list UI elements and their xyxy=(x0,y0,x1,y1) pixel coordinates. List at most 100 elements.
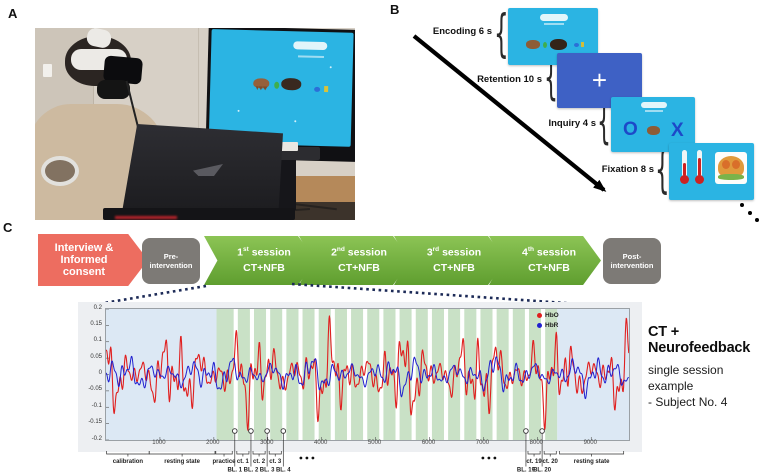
phase-brace xyxy=(268,451,282,457)
hud-pill xyxy=(641,102,667,108)
baseline-gap xyxy=(492,309,497,440)
baseline-gap xyxy=(347,309,352,440)
bl-label: BL. 19 xyxy=(517,468,536,473)
phase-brace xyxy=(148,451,216,457)
interview-consent-arrow: Interview & Informed consent xyxy=(38,234,148,286)
x-tick-label: 5000 xyxy=(368,440,382,446)
sparkle xyxy=(237,109,240,112)
cow-figure xyxy=(526,40,540,49)
y-tick-label: 0.1 xyxy=(93,337,102,344)
baseline-gap xyxy=(541,309,546,440)
y-tick-label: 0.05 xyxy=(90,353,102,360)
retention-screen: + xyxy=(557,53,642,108)
phase-brace xyxy=(543,451,557,457)
phase-brace xyxy=(215,451,233,457)
bull-figure xyxy=(281,77,302,91)
baseline-gap xyxy=(282,309,287,440)
start-line: Informed xyxy=(60,253,108,266)
face-mask xyxy=(97,80,130,99)
bl-label: BL. 3 xyxy=(260,468,275,473)
hbo-dot-icon xyxy=(537,313,542,319)
hud-subtext xyxy=(645,110,663,112)
phase-label: resting state xyxy=(574,459,610,465)
task-block xyxy=(367,309,380,440)
baseline-gap xyxy=(411,309,416,440)
rest-post-region xyxy=(557,309,629,440)
ellipsis-dot xyxy=(299,456,303,460)
phase-label: calibration xyxy=(113,459,144,465)
y-tick-label: -0.15 xyxy=(88,419,102,426)
retention-brace: { xyxy=(544,49,558,106)
plant-figure xyxy=(543,42,547,48)
sparkle xyxy=(294,120,297,123)
panel-c-label: C xyxy=(3,220,13,235)
baseline-gap xyxy=(330,309,335,440)
hbo-label: HbO xyxy=(545,312,559,319)
bl-label: BL. 2 xyxy=(244,468,259,473)
task-block xyxy=(286,309,299,440)
inquiry-label: Inquiry 4 s xyxy=(548,118,596,129)
task-block xyxy=(528,309,542,440)
legend-hbr: HbR xyxy=(537,321,559,331)
baseline-gap xyxy=(314,309,319,440)
chart-caption: CT + Neurofeedback single session exampl… xyxy=(648,324,766,411)
phase-label: resting state xyxy=(164,459,200,465)
bull-figure xyxy=(550,39,567,50)
signal-plot xyxy=(105,308,630,441)
thermometer-fill xyxy=(698,158,701,176)
phase-label: practice xyxy=(213,459,237,465)
y-tick-label: 0 xyxy=(98,370,102,376)
x-tick-label: 4000 xyxy=(314,440,328,446)
phase-label: ct. 2 xyxy=(253,459,266,465)
y-tick-label: -0.1 xyxy=(91,402,102,409)
panel-b-label: B xyxy=(390,2,400,17)
bl-label: BL. 4 xyxy=(276,468,291,473)
thermometer-fill xyxy=(683,163,686,176)
bl-marker-circle xyxy=(264,428,270,434)
tv-screen-vr-scene xyxy=(208,29,354,147)
laptop-keyboard-glow xyxy=(115,216,177,219)
brain-hotspot xyxy=(722,160,730,169)
deer-figure xyxy=(647,126,660,135)
brain-hotspot xyxy=(732,160,740,169)
legend-hbo: HbO xyxy=(537,311,559,321)
y-tick-label: 0.15 xyxy=(90,320,102,327)
plot-area xyxy=(105,308,630,441)
encoding-label: Encoding 6 s xyxy=(432,26,492,37)
baseline-gap xyxy=(379,309,384,440)
task-block xyxy=(415,309,428,440)
brain-lowzone xyxy=(718,174,744,180)
post-intervention-box: Post- intervention xyxy=(603,238,661,284)
phase-label: ct. 3 xyxy=(269,459,282,465)
hud-subtext xyxy=(544,23,564,25)
x-tick-label: 1000 xyxy=(152,440,166,446)
ellipsis-dot xyxy=(493,456,497,460)
continuation-dot xyxy=(748,211,752,215)
vr-controller-left xyxy=(41,156,79,186)
vr-hud-subtext xyxy=(297,55,324,58)
y-tick-label: 0.2 xyxy=(93,304,102,311)
phase-brace xyxy=(252,451,266,457)
task-block xyxy=(399,309,412,440)
task-block xyxy=(464,309,477,440)
fixation-screen xyxy=(669,143,754,200)
baseline-gap xyxy=(363,309,368,440)
legend: HbO HbR xyxy=(537,311,559,331)
fnirs-chart-panel: 0.2 0.15 0.1 0.05 0 -0.05 -0.1 -0.15 -0.2 HbO Hb… xyxy=(78,302,642,452)
baseline-gap xyxy=(298,309,303,440)
phase-label: ct. 1 xyxy=(237,459,250,465)
y-tick-label: -0.05 xyxy=(88,386,102,393)
y-axis-labels: 0.2 0.15 0.1 0.05 0 -0.05 -0.1 -0.15 -0.2 xyxy=(78,302,103,452)
yellow-object xyxy=(323,85,328,92)
thermometer-bulb xyxy=(680,175,689,184)
fixation-label: Fixation 8 s xyxy=(601,164,654,175)
phase-label: ct. 20 xyxy=(543,459,559,465)
x-tick-label: 2000 xyxy=(206,440,220,446)
ellipsis-dot xyxy=(305,456,309,460)
x-tick-label: 8000 xyxy=(530,440,544,446)
brain-feedback-card xyxy=(715,152,747,184)
inquiry-brace: { xyxy=(597,93,611,150)
task-sequence-arrow xyxy=(412,34,607,192)
baseline-gap xyxy=(266,309,271,440)
